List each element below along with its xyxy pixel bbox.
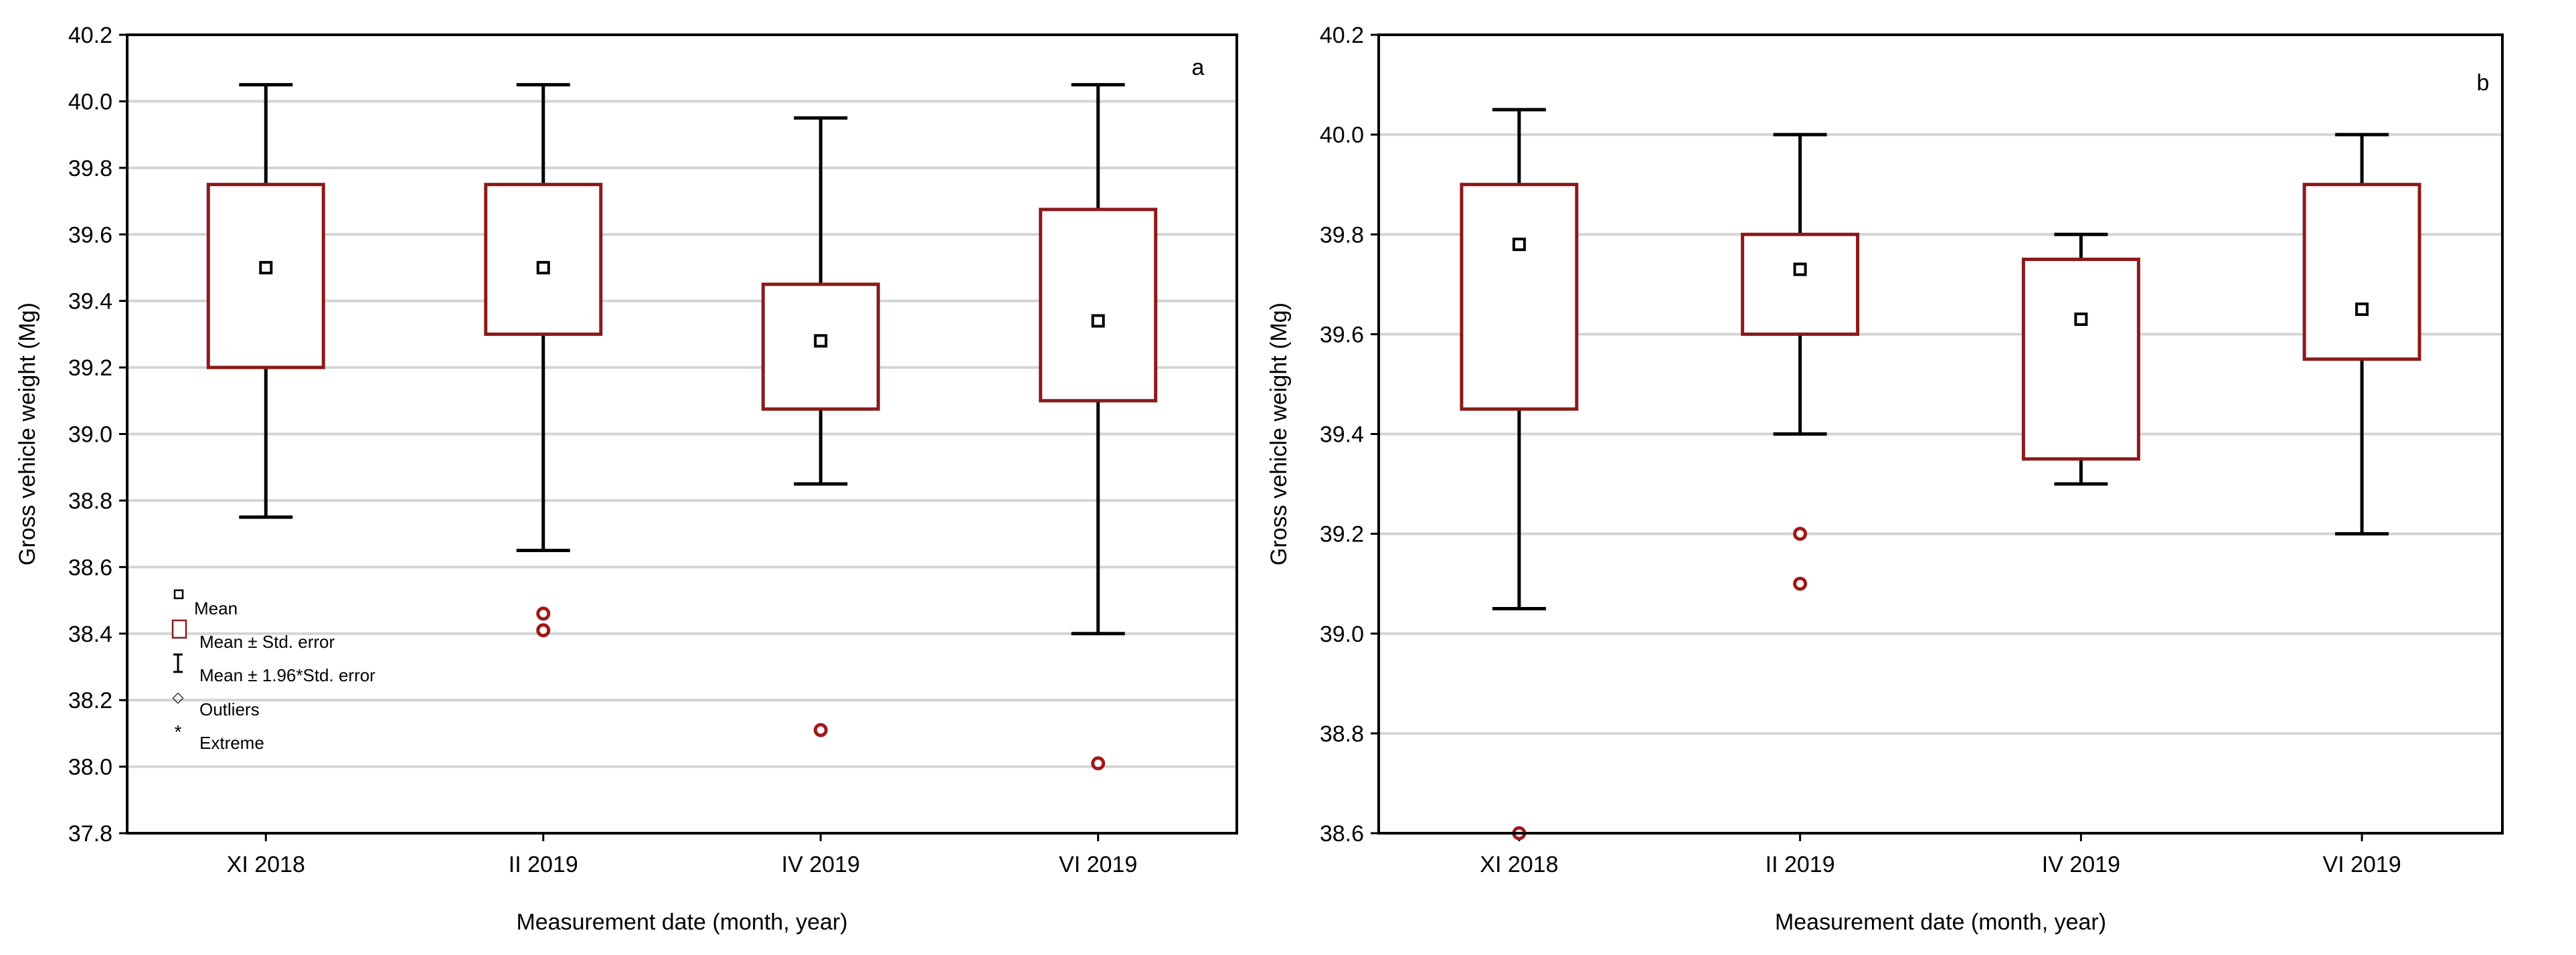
b-plot-frame xyxy=(1377,33,2504,835)
b-box xyxy=(2302,183,2421,361)
a-x-tick-label: II 2019 xyxy=(509,852,578,877)
b-mean-marker xyxy=(2355,302,2369,317)
a-mean-marker xyxy=(814,334,828,348)
b-y-tick-label: 40.0 xyxy=(1320,122,1364,148)
a-panel-label: a xyxy=(1192,55,1205,80)
a-box xyxy=(206,183,325,369)
b-x-tick-label: II 2019 xyxy=(1766,852,1835,877)
panel-a: 37.8 38.0 38.2 38.4 38.6 38.8 39.0 39.2 39.4 39.6… xyxy=(15,23,1238,935)
a-x-tick-label: VI 2019 xyxy=(1059,852,1137,877)
b-x-tick-label: IV 2019 xyxy=(2042,852,2120,877)
b-outlier-point xyxy=(1793,576,1808,591)
b-y-tick-label: 39.4 xyxy=(1320,422,1364,448)
b-x-tick-label: VI 2019 xyxy=(2323,852,2401,877)
legend-whisker-text: Mean ± 1.96*Std. error xyxy=(199,665,375,685)
b-panel-label: b xyxy=(2477,70,2490,96)
a-x-tick-label: XI 2018 xyxy=(227,852,305,877)
a-outlier-point xyxy=(536,623,551,638)
legend-box-swatch xyxy=(171,619,187,639)
b-mean-marker xyxy=(1793,262,1807,276)
a-y-tick-label: 38.2 xyxy=(68,688,112,713)
a-mean-marker xyxy=(1091,314,1105,328)
a-y-tick-label: 38.0 xyxy=(68,755,112,780)
panel-b: 38.6 38.8 39.0 39.2 39.4 39.6 39.8 40.0 40.2 XI … xyxy=(1266,23,2504,935)
b-box xyxy=(2021,258,2140,461)
a-x-axis-label: Measurement date (month, year) xyxy=(516,909,847,935)
a-x-axis-ticks: XI 2018 II 2019 IV 2019 VI 2019 xyxy=(227,833,1137,877)
b-mean-marker xyxy=(1512,238,1526,252)
legend-extreme-text: Extreme xyxy=(199,733,264,753)
a-plot-marks xyxy=(206,83,1158,771)
a-y-tick-label: 39.6 xyxy=(68,222,112,248)
a-outlier-point xyxy=(1091,756,1106,771)
a-y-axis-ticks: 37.8 38.0 38.2 38.4 38.6 38.8 39.0 39.2 39.4 39.6… xyxy=(68,23,127,847)
legend-box-text: Mean ± Std. error xyxy=(199,632,335,652)
a-box xyxy=(484,183,603,336)
b-mean-marker xyxy=(2074,313,2088,327)
b-y-tick-label: 38.6 xyxy=(1320,821,1364,847)
a-outlier-point xyxy=(813,723,828,737)
a-y-tick-label: 38.4 xyxy=(68,622,112,647)
b-y-tick-label: 39.2 xyxy=(1320,522,1364,547)
legend-outlier-marker: ◇ xyxy=(173,689,184,705)
a-y-tick-label: 38.6 xyxy=(68,555,112,580)
a-y-tick-label: 39.4 xyxy=(68,289,112,315)
a-y-tick-label: 40.2 xyxy=(68,23,112,48)
b-x-axis-label: Measurement date (month, year) xyxy=(1775,909,2106,935)
a-y-axis-label: Gross vehicle weight (Mg) xyxy=(15,302,40,566)
a-y-tick-label: 38.8 xyxy=(68,489,112,514)
a-box xyxy=(1039,207,1158,403)
a-y-tick-label: 39.0 xyxy=(68,422,112,448)
a-plot-frame xyxy=(126,33,1238,835)
b-plot-marks xyxy=(1460,108,2421,841)
b-y-tick-label: 39.0 xyxy=(1320,622,1364,647)
a-mean-marker xyxy=(259,260,273,274)
legend-extreme-marker: * xyxy=(175,721,182,742)
a-outlier-point xyxy=(536,606,551,621)
a-mean-marker xyxy=(536,260,550,274)
b-box xyxy=(1460,183,1579,411)
a-y-tick-label: 39.8 xyxy=(68,156,112,181)
b-y-axis-ticks: 38.6 38.8 39.0 39.2 39.4 39.6 39.8 40.0 40.2 xyxy=(1320,23,1379,847)
a-y-tick-label: 40.0 xyxy=(68,89,112,114)
legend-mean-swatch xyxy=(173,589,184,600)
b-x-axis-ticks: XI 2018 II 2019 IV 2019 VI 2019 xyxy=(1480,833,2401,877)
b-y-tick-label: 39.8 xyxy=(1320,222,1364,248)
b-box xyxy=(1741,232,1860,336)
a-y-tick-label: 39.2 xyxy=(68,355,112,381)
b-outlier-point xyxy=(1793,527,1808,541)
b-y-axis-label: Gross vehicle weight (Mg) xyxy=(1266,302,1292,566)
b-y-tick-label: 40.2 xyxy=(1320,23,1364,48)
b-y-tick-label: 39.6 xyxy=(1320,322,1364,347)
legend-outliers-text: Outliers xyxy=(199,699,260,719)
legend-mean-text: Mean xyxy=(194,598,238,618)
a-x-tick-label: IV 2019 xyxy=(782,852,860,877)
legend: Mean Mean ± Std. error Mean ± 1.96*Std. … xyxy=(171,589,375,753)
b-y-tick-label: 38.8 xyxy=(1320,721,1364,747)
a-y-tick-label: 37.8 xyxy=(68,821,112,847)
b-x-tick-label: XI 2018 xyxy=(1480,852,1558,877)
